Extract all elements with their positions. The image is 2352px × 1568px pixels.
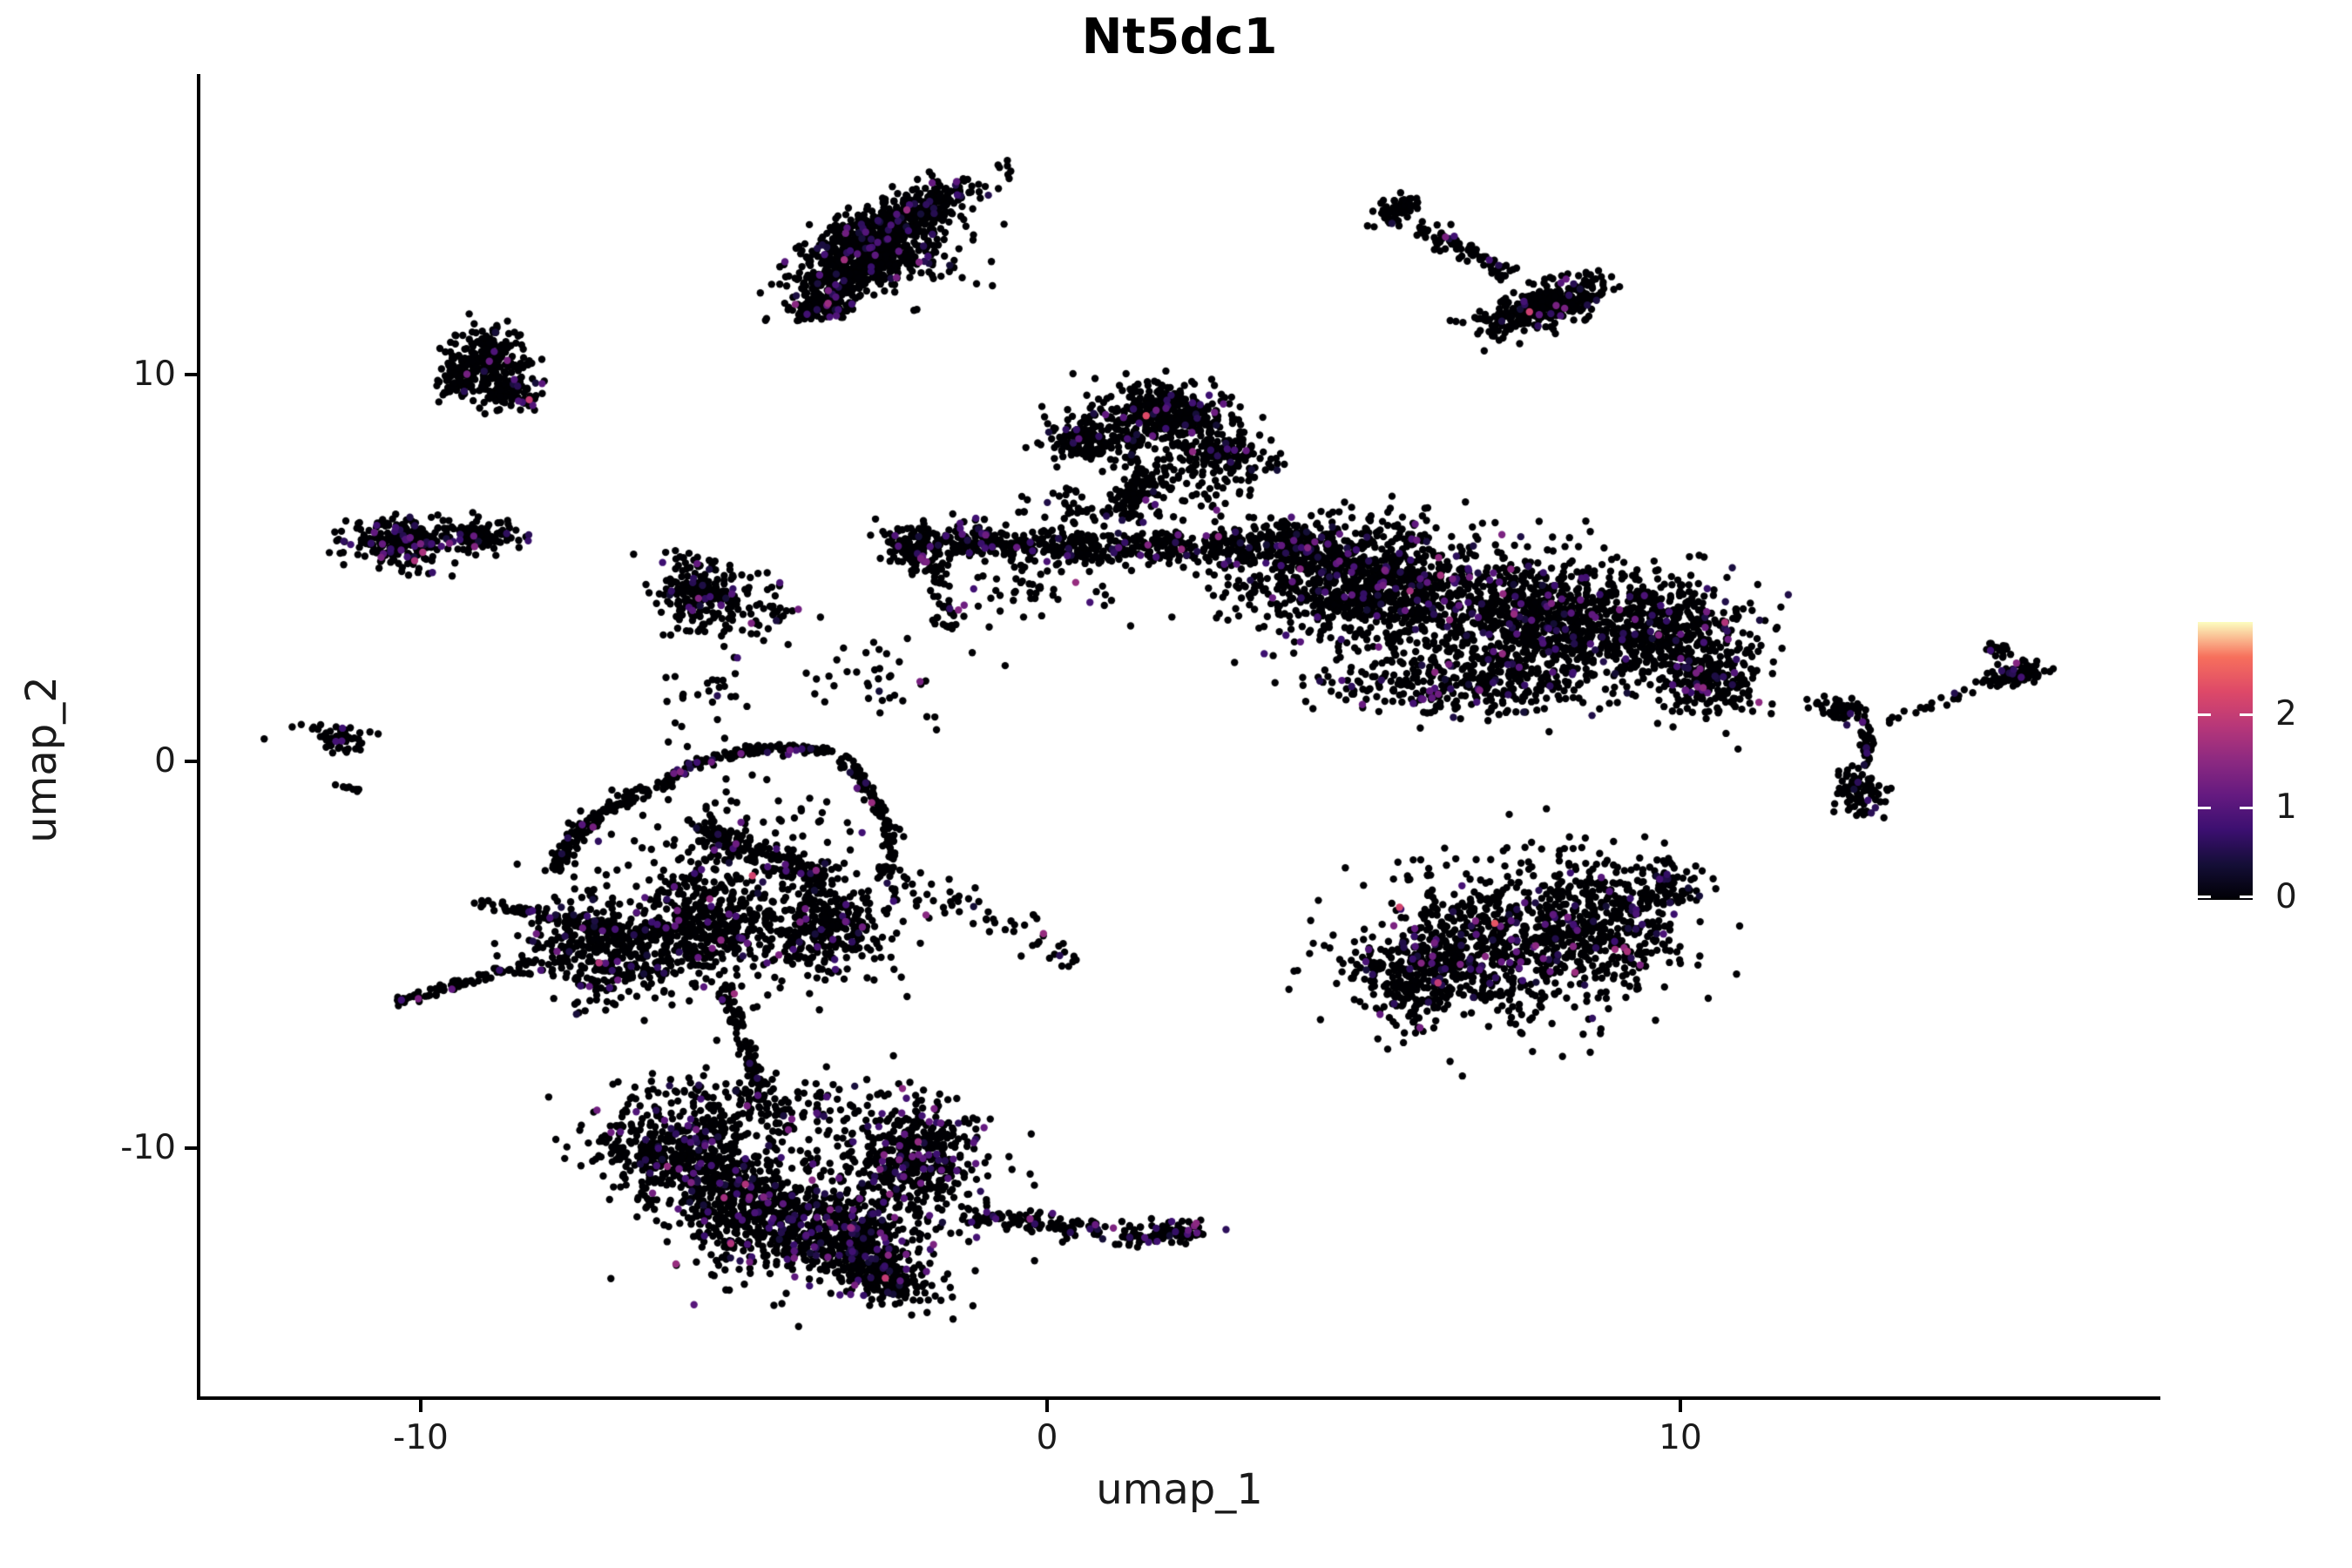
colorbar-tick-notch [2240,807,2253,809]
y-axis-line [197,74,200,1400]
colorbar-tick-label-0: 2 [2275,694,2297,733]
x-tick-label-2: 10 [1659,1418,1702,1457]
y-tick-mark-2 [185,1146,197,1150]
x-tick-mark-2 [1679,1400,1682,1412]
colorbar-tick-notch [2198,713,2211,716]
y-tick-label-1: 0 [154,741,176,781]
y-tick-label-0: 10 [132,355,176,394]
x-axis-line [197,1396,2160,1400]
expression-colorbar [2198,622,2253,900]
colorbar-tick-notch [2240,713,2253,716]
x-tick-label-1: 0 [1036,1418,1058,1457]
plot-title: Nt5dc1 [1081,9,1278,65]
y-tick-mark-1 [185,760,197,763]
colorbar-tick-notch [2198,807,2211,809]
x-tick-label-0: -10 [393,1418,449,1457]
colorbar-tick-notch [2240,896,2253,898]
x-tick-mark-0 [419,1400,422,1412]
colorbar-tick-label-1: 1 [2275,787,2297,827]
x-axis-title: umap_1 [1096,1465,1263,1514]
x-tick-mark-1 [1045,1400,1049,1412]
colorbar-tick-notch [2198,896,2211,898]
y-tick-label-2: -10 [120,1128,176,1167]
y-tick-mark-0 [185,373,197,376]
colorbar-tick-label-2: 0 [2275,877,2297,916]
y-axis-title-text: umap_2 [17,676,66,843]
